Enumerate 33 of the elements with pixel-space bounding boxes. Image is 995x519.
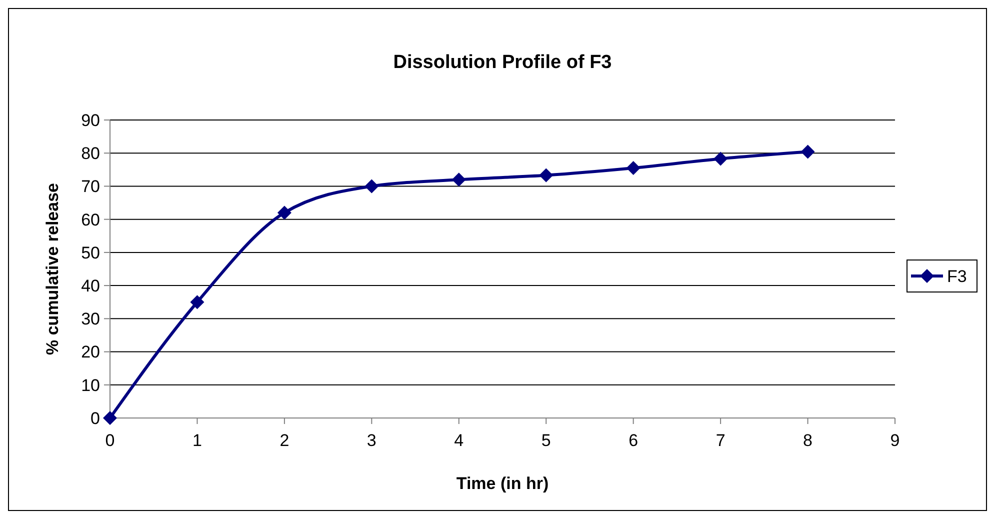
y-tick-label: 20 (81, 342, 100, 362)
point (103, 411, 117, 425)
x-tick-label: 8 (803, 431, 813, 450)
y-tick-label: 40 (81, 276, 100, 296)
y-tick-label: 50 (81, 243, 100, 262)
point (364, 179, 379, 194)
x-tick-label: 0 (105, 431, 115, 450)
x-tick-label: 5 (541, 431, 551, 450)
x-tick-label: 4 (454, 431, 464, 450)
chart-title: Dissolution Profile of F3 (393, 52, 612, 73)
y-tick-label: 60 (81, 210, 100, 230)
x-tick-label: 7 (716, 431, 726, 450)
point (452, 172, 466, 187)
y-tick-label: 0 (90, 408, 100, 428)
y-tick-label: 30 (81, 310, 100, 329)
x-axis-title: Time (in hr) (456, 474, 549, 493)
y-axis-title: % cumulative release (43, 183, 62, 355)
x-tick-label: 1 (192, 431, 202, 450)
y-tick-label: 80 (81, 144, 100, 164)
x-tick-label: 9 (890, 431, 900, 450)
point (277, 206, 292, 220)
y-tick-label: 70 (81, 177, 100, 196)
point (800, 144, 815, 159)
point (714, 152, 728, 166)
y-tick-label: 90 (81, 110, 100, 130)
point (539, 168, 554, 182)
legend-label: F3 (947, 266, 967, 286)
point (190, 295, 204, 310)
x-tick-label: 3 (366, 431, 376, 450)
x-tick-label: 6 (628, 431, 638, 450)
y-tick-label: 10 (81, 376, 100, 395)
x-tick-label: 2 (280, 431, 290, 450)
point (626, 161, 640, 176)
